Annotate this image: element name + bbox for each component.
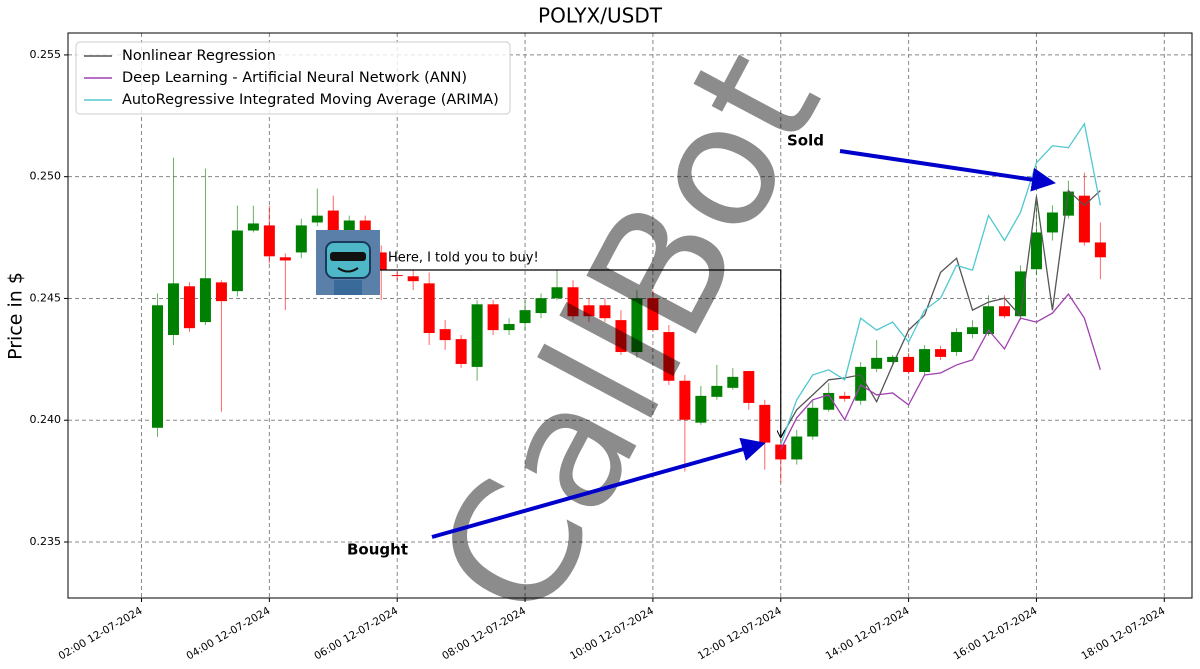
candle-body xyxy=(455,339,467,364)
candle-body xyxy=(279,257,291,261)
candle-body xyxy=(695,395,707,423)
candle-body xyxy=(983,306,995,335)
candle-body xyxy=(1014,271,1026,317)
candle-body xyxy=(839,395,851,399)
y-tick-label: 0.245 xyxy=(30,291,62,304)
plot-frame xyxy=(67,32,1193,599)
candle-body xyxy=(775,444,787,460)
y-tick-label: 0.235 xyxy=(30,535,62,548)
legend-box xyxy=(75,41,511,115)
candle-body xyxy=(327,210,339,231)
candle-body xyxy=(535,298,547,314)
legend: Nonlinear Regression Deep Learning - Arti… xyxy=(75,41,511,115)
candle-body xyxy=(423,283,435,334)
candle-body xyxy=(647,298,659,331)
candle-body xyxy=(1046,212,1058,233)
plot xyxy=(151,122,1106,483)
candle-body xyxy=(183,286,195,329)
candle-body xyxy=(1062,191,1074,216)
candle-body xyxy=(215,282,227,302)
candle-body xyxy=(935,349,947,357)
y-axis-label: Price in $ xyxy=(5,272,27,360)
candle-body xyxy=(551,287,563,299)
robot-smile xyxy=(337,267,359,273)
candle-body xyxy=(951,332,963,353)
candle-body xyxy=(887,356,899,363)
candle-body xyxy=(663,332,675,381)
candle-body xyxy=(391,275,403,277)
forecast-line xyxy=(780,189,1101,438)
candle-body xyxy=(727,376,739,388)
candle-body xyxy=(807,407,819,437)
candle-body xyxy=(199,278,211,323)
candle-body xyxy=(519,310,531,324)
candle-body xyxy=(247,223,259,231)
candle-body xyxy=(759,404,771,443)
candle-body xyxy=(1094,242,1106,258)
candle-body xyxy=(631,298,643,353)
candle-body xyxy=(583,305,595,317)
annotation-line xyxy=(380,269,781,437)
candle-body xyxy=(679,380,691,420)
annotation: Sold xyxy=(787,132,824,150)
candle-body xyxy=(167,283,179,335)
candle-body xyxy=(855,366,867,401)
candle-body xyxy=(151,305,163,428)
candle-body xyxy=(823,392,835,410)
forecast-line xyxy=(780,122,1102,445)
sold-arrow xyxy=(839,149,1056,192)
forecast-line xyxy=(780,292,1102,450)
annotation: Here, I told you to buy! xyxy=(388,251,539,266)
candle-body xyxy=(343,220,355,236)
candle-body xyxy=(487,304,499,331)
candle-body xyxy=(375,252,387,271)
annotation: Bought xyxy=(347,541,408,559)
candle-body xyxy=(998,306,1010,317)
y-tick-label: 0.250 xyxy=(30,170,62,183)
candle-body xyxy=(967,327,979,335)
candle-body xyxy=(231,230,243,292)
candle-body xyxy=(903,356,915,372)
candle-body xyxy=(1030,232,1042,270)
bought-arrow xyxy=(431,437,766,539)
candle-body xyxy=(711,385,723,397)
legend-label: AutoRegressive Integrated Moving Average… xyxy=(122,92,499,108)
candle-body xyxy=(263,225,275,257)
robot-body xyxy=(334,280,362,295)
candle-body xyxy=(439,329,451,341)
y-tick-label: 0.255 xyxy=(30,48,62,61)
candle-body xyxy=(615,320,627,353)
candle-body xyxy=(791,436,803,460)
chart-title: POLYX/USDT xyxy=(538,4,663,28)
candle-body xyxy=(503,324,515,331)
candle-body xyxy=(311,215,323,223)
candle-body xyxy=(407,276,419,282)
candle-body xyxy=(599,305,611,319)
legend-label: Nonlinear Regression xyxy=(122,48,276,64)
y-tick-label: 0.240 xyxy=(30,413,62,426)
candle-body xyxy=(567,287,579,317)
candle-body xyxy=(1078,195,1090,243)
candle-body xyxy=(871,357,883,369)
candle-body xyxy=(471,304,483,367)
candle-body xyxy=(919,349,931,372)
legend-label: Deep Learning - Artificial Neural Networ… xyxy=(122,70,467,86)
candle-body xyxy=(295,225,307,253)
candle-body xyxy=(743,371,755,403)
robot-glasses xyxy=(330,252,366,261)
